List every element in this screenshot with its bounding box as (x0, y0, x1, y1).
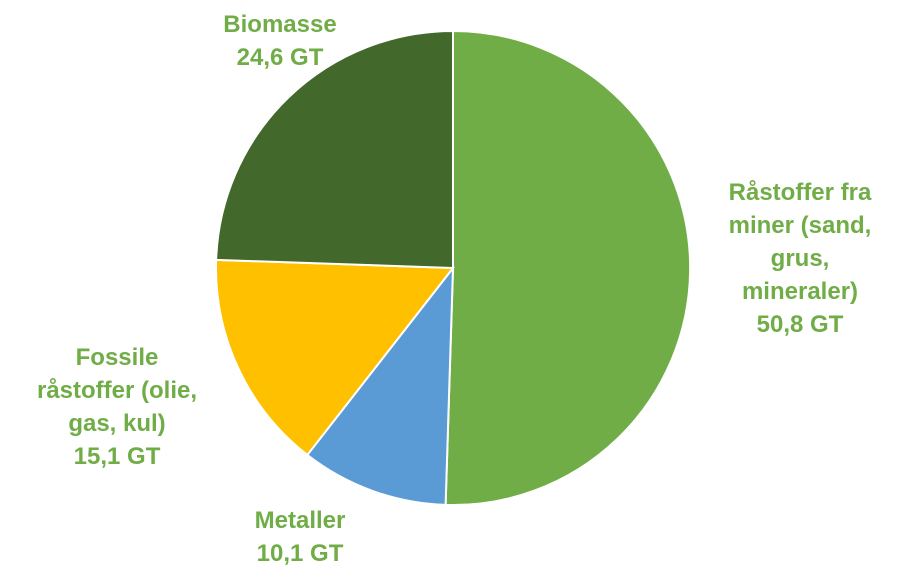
label-minerals-name-4: mineraler) (741, 278, 859, 305)
pie-slice-minerals (444, 29, 692, 506)
pie-slice-biomass (215, 29, 454, 270)
label-biomass-value: 24,6 GT (236, 44, 324, 71)
label-biomass: Biomasse 24,6 GT (200, 8, 360, 74)
label-minerals-name-1: Råstoffer fra (728, 179, 872, 206)
pie-slice-metals (305, 264, 455, 506)
label-minerals-value: 50,8 GT (756, 311, 844, 338)
label-metals-name: Metaller (254, 507, 346, 534)
label-metals-value: 10,1 GT (256, 540, 344, 567)
label-fossils-name-1: Fossile (75, 344, 159, 371)
label-fossils-name-3: gas, kul) (68, 410, 166, 437)
label-fossils-value: 15,1 GT (73, 443, 161, 470)
label-minerals-name-3: grus, (770, 245, 830, 272)
label-biomass-name: Biomasse (223, 11, 337, 38)
label-minerals-name-2: miner (sand, (728, 212, 872, 239)
label-fossils-name-2: råstoffer (olie, (36, 377, 198, 404)
label-minerals: Råstoffer fra miner (sand, grus, mineral… (700, 176, 897, 341)
label-metals: Metaller 10,1 GT (210, 504, 390, 570)
label-fossils: Fossile råstoffer (olie, gas, kul) 15,1 … (2, 341, 232, 473)
pie-slice-fossils (215, 258, 455, 457)
pie-slices (215, 29, 692, 506)
